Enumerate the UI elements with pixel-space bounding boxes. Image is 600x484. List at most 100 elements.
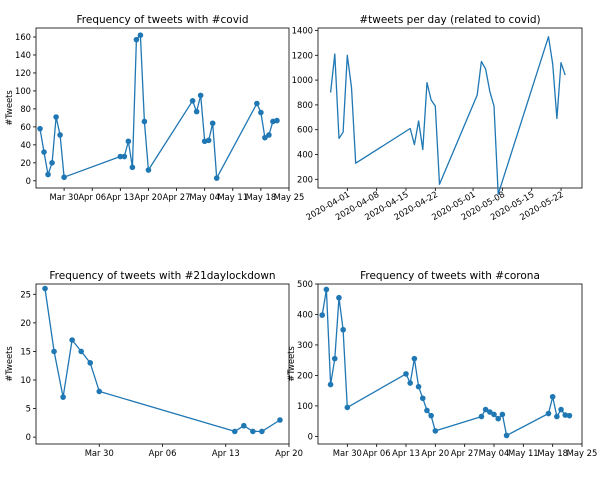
chart-covid-data-point (197, 92, 204, 99)
chart-covid-data-point (258, 109, 264, 116)
chart-corona-data-point (323, 286, 330, 293)
chart-covid-y-tick-label: 140 (15, 50, 31, 60)
chart-covid-data-point (209, 120, 216, 127)
chart-covid-y-tick-label: 80 (20, 104, 31, 114)
chart-covid-y-tick-label: 100 (15, 86, 31, 96)
chart-corona-data-point (549, 393, 556, 400)
chart-corona-data-point (340, 326, 346, 333)
chart-corona-y-tick-label: 0 (308, 431, 313, 441)
chart-corona-data-point (487, 409, 493, 415)
chart-lockdown-data-point (241, 422, 247, 429)
chart-covid-data-point (53, 114, 59, 120)
chart-corona-data-point (432, 428, 439, 434)
chart-covid-axes-frame (35, 27, 290, 189)
chart-covid: Frequency of tweets with #covid #Tweets 0 2… (4, 14, 304, 202)
chart-corona-x-tick-label: Apr 27 (451, 448, 479, 458)
chart-covid-data-point (57, 132, 63, 138)
chart-corona-data-point (558, 406, 564, 413)
chart-lockdown-data-point (42, 285, 48, 292)
chart-lockdown-y-tick-label: 25 (20, 289, 31, 299)
chart-covid-data-point (121, 153, 128, 160)
chart-covid-data-point (145, 167, 152, 173)
chart-lockdown-axes-frame (35, 283, 290, 445)
chart-covid-data-point (41, 149, 47, 155)
chart-corona-y-tick-label: 500 (297, 279, 313, 289)
chart-covid-y-tick-label: 20 (20, 158, 31, 168)
chart-lockdown-y-tick-label: 10 (20, 375, 31, 385)
chart-lockdown-data-point (51, 348, 57, 355)
chart-covid-x-tick-label: Mar 30 (50, 192, 79, 202)
chart-corona-data-point (411, 355, 418, 362)
chart-covid-data-point (205, 137, 212, 144)
chart-covid-y-tick-label: 160 (15, 32, 31, 42)
chart-lockdown-data-point (231, 428, 238, 435)
chart-corona-data-point (407, 380, 413, 386)
chart-per_day-y-tick-label: 200 (297, 174, 313, 184)
chart-covid-x-tick-label: Apr 20 (135, 192, 163, 202)
chart-corona-series-line (321, 288, 570, 437)
chart-corona-x-tick-label: May 11 (508, 448, 539, 458)
chart-corona-data-point (562, 412, 569, 418)
chart-corona: Frequency of tweets with #corona #Tweets 0… (286, 270, 597, 458)
chart-covid-data-point (189, 98, 196, 104)
chart-covid-y-tick-label: 40 (20, 140, 31, 150)
chart-covid-data-point (45, 171, 51, 178)
chart-covid-data-point (213, 175, 220, 181)
chart-covid-series-line (39, 34, 278, 179)
chart-covid-data-point (49, 160, 55, 166)
chart-lockdown-data-point (60, 394, 66, 400)
chart-corona-data-point (403, 371, 409, 377)
chart-lockdown-data-point (277, 417, 283, 423)
chart-corona-data-point (499, 411, 506, 418)
chart-corona-data-point (503, 432, 510, 439)
chart-covid-data-point (137, 32, 144, 38)
chart-corona-data-point (566, 412, 573, 419)
chart-lockdown-y-tick-label: 15 (20, 346, 31, 356)
chart-covid-data-point (274, 117, 280, 124)
chart-per_day-axes-frame (317, 27, 583, 189)
chart-corona-y-tick-label: 100 (297, 401, 313, 411)
chart-lockdown-x-tick-label: Apr 13 (212, 448, 240, 458)
chart-lockdown-x-tick-label: Mar 30 (85, 448, 114, 458)
chart-lockdown-data-point (259, 428, 265, 435)
chart-corona-data-point (495, 415, 501, 422)
chart-lockdown-y-tick-label: 20 (20, 318, 31, 328)
chart-corona-data-point (327, 381, 334, 388)
chart-per_day-title: #tweets per day (related to covid) (359, 14, 540, 26)
chart-per_day-y-tick-label: 1200 (292, 50, 313, 60)
chart-corona-data-point (545, 410, 552, 417)
chart-lockdown-x-tick-label: Apr 20 (275, 448, 303, 458)
chart-covid-data-point (125, 138, 132, 145)
chart-covid-data-point (133, 36, 140, 43)
chart-corona-x-tick-label: May 04 (479, 448, 510, 458)
chart-corona-x-tick-label: Apr 13 (392, 448, 420, 458)
chart-covid-data-point (141, 118, 148, 125)
chart-corona-x-tick-label: Mar 30 (333, 448, 362, 458)
chart-corona-data-point (491, 411, 497, 418)
chart-lockdown-data-point (78, 348, 84, 355)
chart-covid-x-tick-label: Apr 27 (163, 192, 191, 202)
chart-lockdown-y-tick-label: 0 (26, 432, 31, 442)
chart-lockdown-y-axis-label: #Tweets (4, 346, 14, 382)
chart-covid-title: Frequency of tweets with #covid (77, 14, 249, 26)
chart-per_day-y-tick-label: 400 (297, 150, 313, 160)
chart-covid-y-tick-label: 0 (26, 176, 31, 186)
chart-corona-y-tick-label: 300 (297, 340, 313, 350)
chart-covid-data-point (117, 153, 124, 160)
chart-corona-data-point (344, 404, 351, 411)
chart-corona-x-tick-label: May 25 (567, 448, 598, 458)
chart-corona-data-point (554, 413, 560, 420)
chart-corona-y-axis-label: #Tweets (286, 346, 296, 382)
chart-corona-x-tick-label: Apr 06 (363, 448, 391, 458)
chart-lockdown-title: Frequency of tweets with #21daylockdown (49, 270, 275, 282)
chart-per_day: #tweets per day (related to covid) 200 400… (292, 14, 583, 222)
chart-corona-data-point (331, 355, 338, 362)
chart-corona-data-point (419, 395, 426, 402)
chart-covid-y-tick-label: 60 (20, 122, 31, 132)
chart-corona-data-point (428, 412, 434, 419)
chart-corona-title: Frequency of tweets with #corona (360, 270, 540, 282)
chart-covid-data-point (262, 134, 268, 141)
chart-corona-y-tick-label: 200 (297, 370, 313, 380)
chart-corona-x-tick-label: Apr 20 (421, 448, 449, 458)
